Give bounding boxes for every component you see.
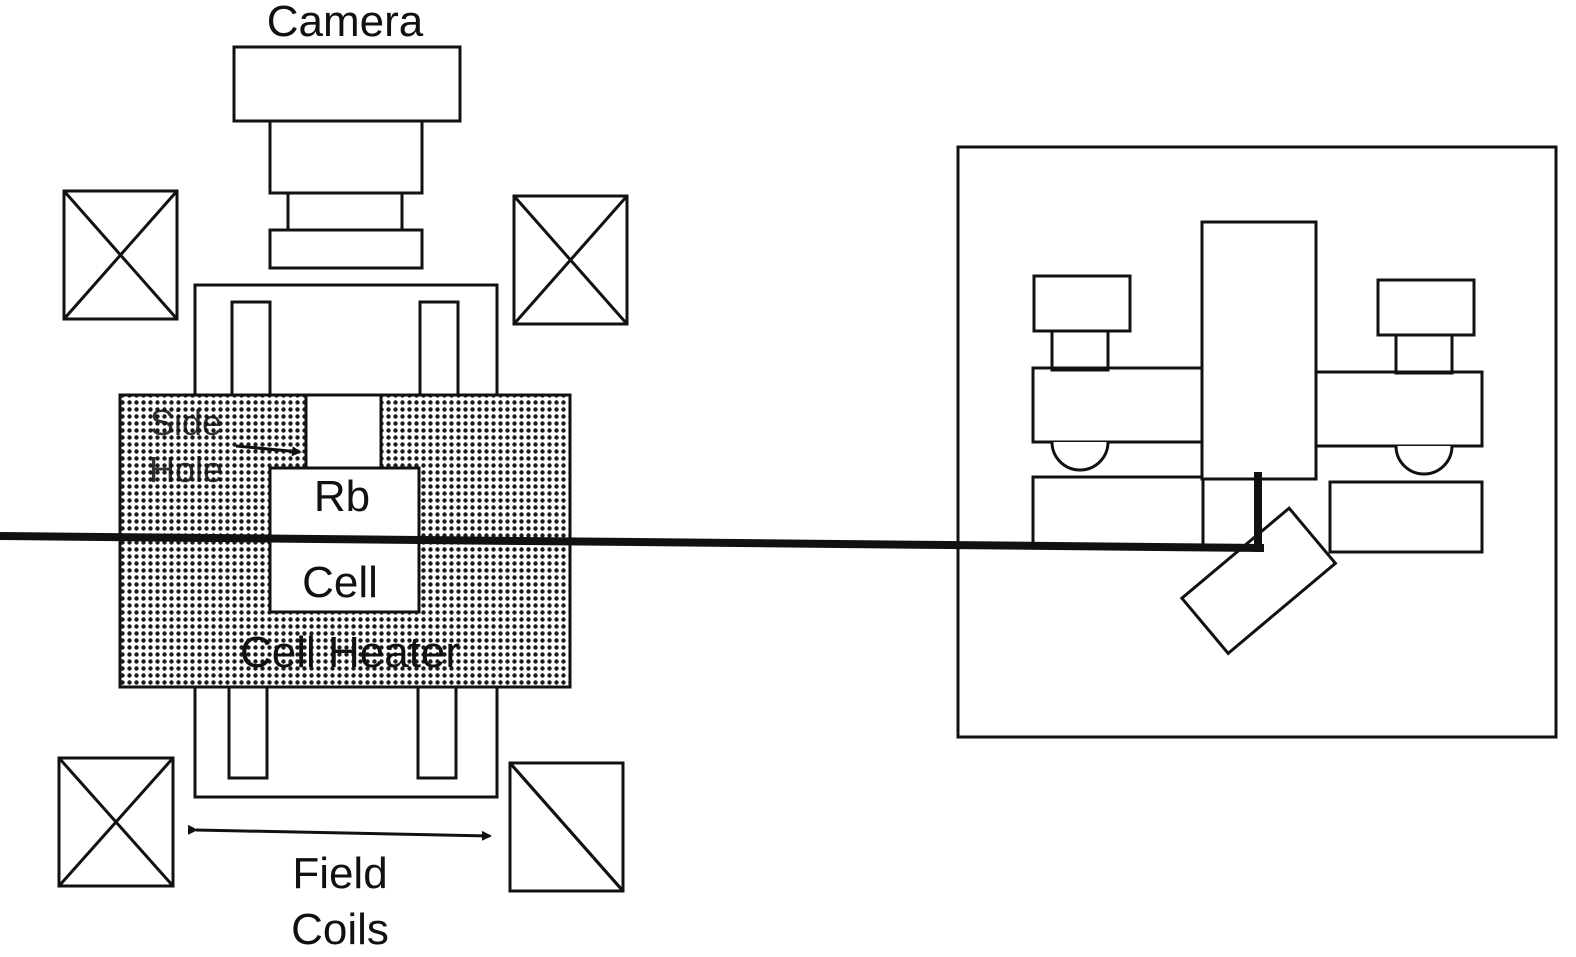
camera-filter [268,228,424,270]
camera-lens [268,119,424,195]
mount-left-arm [1031,366,1205,444]
camera-body [232,45,462,123]
coils-label: Coils [291,905,389,954]
mount-right-post [1394,333,1454,375]
mount-right-foot [1394,445,1454,476]
mount-right-base [1328,480,1484,554]
mirror [1179,506,1338,656]
support-post-top-right [418,300,460,402]
field-coil-bottom-right [508,761,625,893]
support-post-bottom-right [416,682,458,780]
field-coil-top-right [512,194,629,326]
mount-left-foot [1050,441,1110,472]
cell-label: Cell [302,558,378,607]
support-post-bottom-left [227,682,269,780]
side-hole [304,393,383,470]
camera [232,45,462,270]
mount-left-base [1031,475,1205,549]
optics-enclosure [956,145,1558,739]
mount-left-knob [1032,274,1132,333]
camera-label: Camera [267,0,424,46]
field-coil-top-left [62,189,179,321]
mount-left-post [1050,329,1110,372]
cell-heater-label: Cell Heater [240,628,460,677]
field-label: Field [292,849,387,898]
mount-right-arm [1314,370,1484,448]
field-coil-bottom-left [57,756,175,888]
field-coils-arrow [187,824,492,841]
center-mount [1200,220,1318,481]
side-hole-arrow [235,444,302,457]
laser-beam [0,531,1265,553]
camera-lens-mount [286,191,404,232]
rb-label: Rb [314,472,370,521]
support-post-top-left [230,300,272,402]
side-label: Side [150,402,222,443]
mount-right-knob [1376,278,1476,337]
hole-label: Hole [149,449,223,490]
